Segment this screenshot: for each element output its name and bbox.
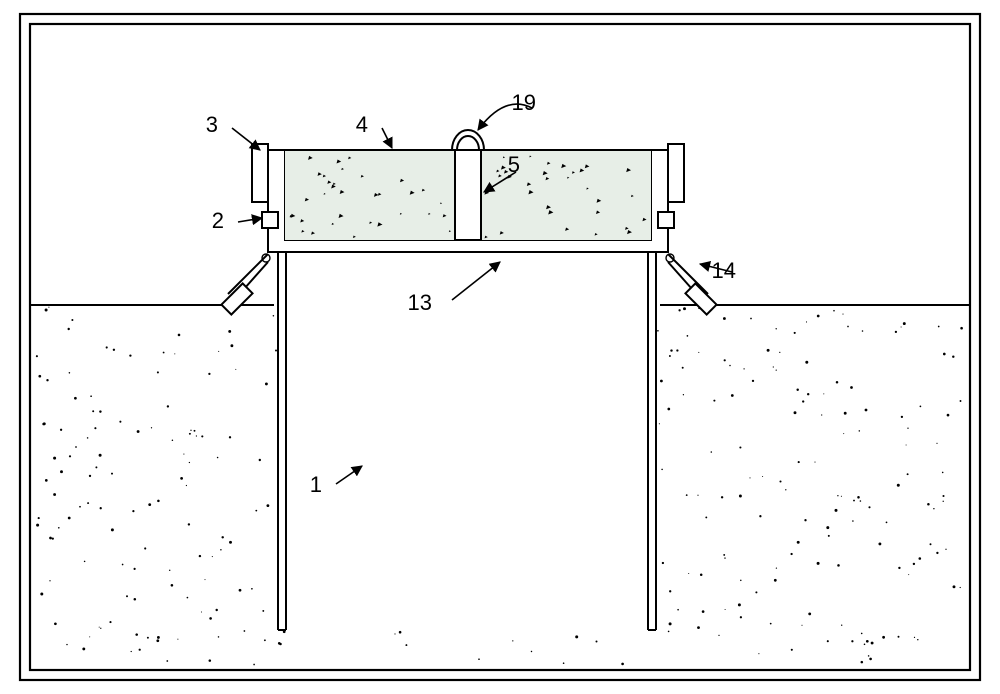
end-cap-left xyxy=(252,144,268,202)
label-2: 2 xyxy=(212,208,262,233)
lifting-hook-inner xyxy=(457,136,479,150)
technical-diagram: 3 4 19 5 2 14 13 1 xyxy=(0,0,1000,694)
label-14: 14 xyxy=(700,258,736,283)
speckle-group xyxy=(36,307,277,629)
speckle-group xyxy=(66,630,918,665)
label-19: 19 xyxy=(478,90,536,130)
label-4: 4 xyxy=(356,112,392,148)
speckle-group xyxy=(656,307,963,629)
concrete-left xyxy=(285,150,455,240)
label-text-14: 14 xyxy=(712,258,736,283)
center-column xyxy=(455,150,481,240)
inner-frame xyxy=(30,24,970,670)
block-2-right xyxy=(658,212,674,228)
label-text-1: 1 xyxy=(310,472,322,497)
label-3: 3 xyxy=(206,112,260,150)
outer-frame xyxy=(20,14,980,680)
label-text-2: 2 xyxy=(212,208,224,233)
label-13: 13 xyxy=(408,262,500,315)
end-cap-right xyxy=(668,144,684,202)
concrete-right xyxy=(481,150,651,240)
ground-region xyxy=(36,307,963,666)
block-2-left xyxy=(262,212,278,228)
label-text-19: 19 xyxy=(512,90,536,115)
label-text-3: 3 xyxy=(206,112,218,137)
label-text-13: 13 xyxy=(408,290,432,315)
label-text-5: 5 xyxy=(508,152,520,177)
label-1: 1 xyxy=(310,466,362,497)
label-text-4: 4 xyxy=(356,112,368,137)
